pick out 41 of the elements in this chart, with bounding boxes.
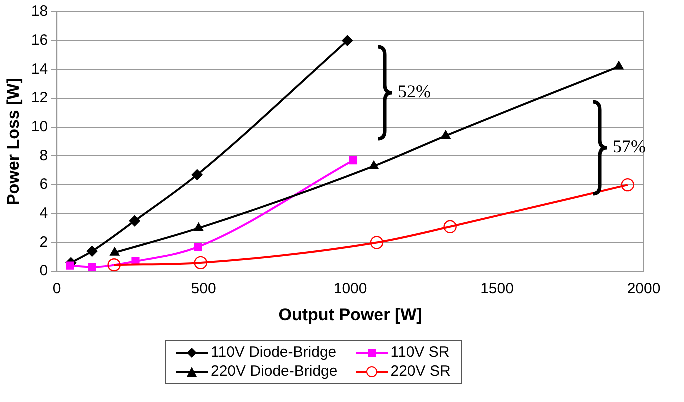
legend-label: 220V Diode-Bridge (211, 363, 338, 380)
x-tick-label: 1000 (334, 280, 368, 298)
annotation: 52% (398, 82, 431, 102)
point (621, 178, 634, 192)
x-tick-label: 1500 (480, 280, 514, 298)
point (194, 256, 208, 270)
point (86, 246, 98, 257)
annotation: 57% (613, 136, 646, 157)
y-tick-label: 18 (31, 3, 48, 20)
x-tick-label: 2000 (627, 280, 661, 298)
x-tick-label: 500 (191, 280, 216, 298)
point (369, 160, 379, 170)
point (66, 262, 74, 270)
legend-label: 110V Diode-Bridge (211, 344, 337, 361)
legend-label: 220V SR (390, 363, 451, 380)
y-axis-title: Power Loss [W] (4, 78, 23, 206)
x-axis-title: Output Power [W] (278, 305, 422, 324)
y-tick-label: 0 (40, 262, 48, 280)
point (194, 222, 204, 232)
y-tick-label: 14 (31, 60, 48, 78)
x-tick-label: 0 (52, 280, 62, 298)
y-tick-label: 16 (31, 32, 48, 49)
y-tick-label: 12 (31, 90, 48, 107)
legend-label: 110V SR (390, 344, 450, 361)
y-tick-label: 6 (40, 176, 48, 194)
point (614, 61, 624, 70)
y-tick-label: 2 (40, 234, 48, 251)
point (194, 243, 202, 252)
point (441, 130, 451, 140)
y-tick-label: 4 (40, 205, 48, 222)
point (108, 258, 121, 272)
point (370, 236, 384, 250)
point (349, 156, 358, 165)
point (129, 216, 140, 227)
point (342, 35, 354, 46)
point (444, 220, 457, 234)
point (88, 263, 96, 272)
point (192, 169, 203, 180)
point (110, 247, 120, 256)
y-tick-label: 8 (40, 147, 48, 164)
y-tick-label: 10 (31, 118, 48, 136)
